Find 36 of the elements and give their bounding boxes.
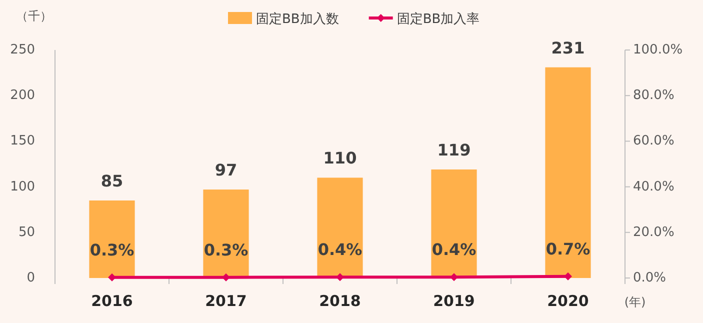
y-tick-label: 200	[10, 88, 35, 104]
y-tick-label: 0	[26, 270, 35, 286]
data-label: 0.3%	[204, 240, 248, 260]
data-label: 0.4%	[432, 240, 476, 260]
y-tick-label: 100	[10, 179, 35, 194]
bar	[203, 190, 249, 278]
y-tick-label: 250	[10, 42, 35, 58]
x-tick-label: 2017	[205, 292, 247, 310]
y2-tick-label: 80.0%	[633, 88, 674, 104]
data-label: 231	[551, 38, 585, 58]
data-label: 0.7%	[546, 239, 590, 258]
x-tick-label: 2016	[91, 292, 133, 310]
x-axis-title: (年)	[624, 295, 646, 309]
y2-tick-label: 40.0%	[633, 179, 674, 194]
bar	[317, 178, 363, 278]
y2-tick-label: 100.0%	[633, 42, 683, 58]
data-label: 85	[100, 171, 124, 190]
data-label: 0.4%	[318, 240, 362, 260]
data-label: 110	[323, 148, 357, 168]
data-label: 97	[214, 160, 238, 180]
x-tick-label: 2019	[433, 292, 475, 310]
y2-tick-label: 60.0%	[633, 134, 674, 149]
legend-label: 固定BB加入率	[396, 11, 480, 27]
y2-tick-label: 0.0%	[633, 270, 666, 286]
x-tick-label: 2018	[319, 292, 361, 310]
legend-label: 固定BB加入数	[256, 12, 339, 27]
y-tick-label: 50	[18, 224, 35, 240]
bar	[89, 200, 135, 278]
y-axis-title: （千）	[16, 9, 52, 23]
x-tick-label: 2020	[547, 292, 589, 310]
bar	[545, 67, 591, 278]
y2-tick-label: 20.0%	[633, 224, 674, 240]
data-label: 119	[437, 140, 471, 160]
data-label: 0.3%	[90, 240, 134, 260]
y-tick-label: 150	[10, 134, 35, 149]
bar	[431, 169, 477, 278]
